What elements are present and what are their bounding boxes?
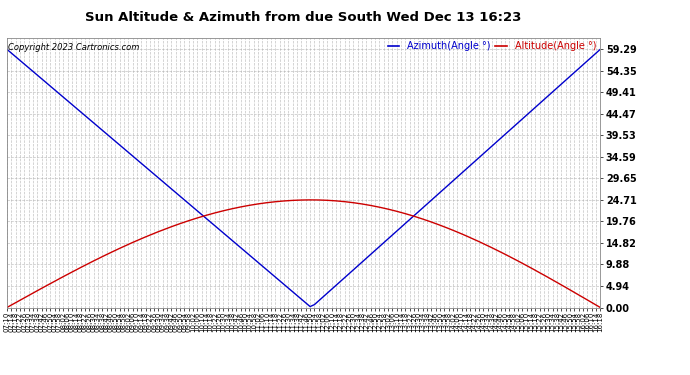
- Legend: Azimuth(Angle °), Altitude(Angle °): Azimuth(Angle °), Altitude(Angle °): [384, 38, 600, 55]
- Text: Sun Altitude & Azimuth from due South Wed Dec 13 16:23: Sun Altitude & Azimuth from due South We…: [86, 11, 522, 24]
- Text: Copyright 2023 Cartronics.com: Copyright 2023 Cartronics.com: [8, 43, 139, 52]
